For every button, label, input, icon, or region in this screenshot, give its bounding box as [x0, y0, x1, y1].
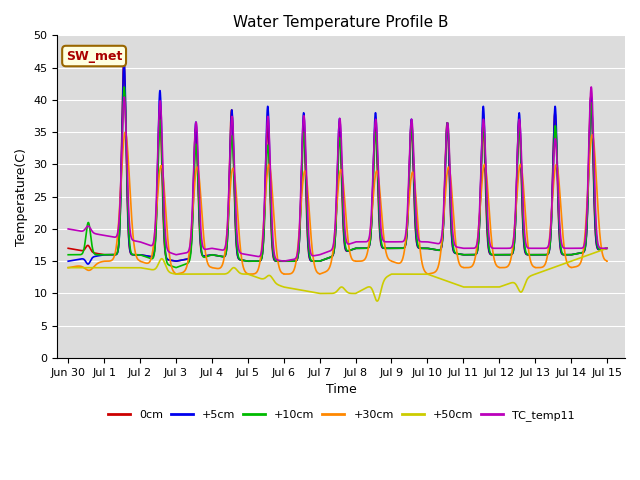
- X-axis label: Time: Time: [326, 383, 356, 396]
- Text: SW_met: SW_met: [66, 49, 122, 62]
- Legend: 0cm, +5cm, +10cm, +30cm, +50cm, TC_temp11: 0cm, +5cm, +10cm, +30cm, +50cm, TC_temp1…: [104, 406, 579, 425]
- Y-axis label: Temperature(C): Temperature(C): [15, 148, 28, 246]
- Title: Water Temperature Profile B: Water Temperature Profile B: [234, 15, 449, 30]
